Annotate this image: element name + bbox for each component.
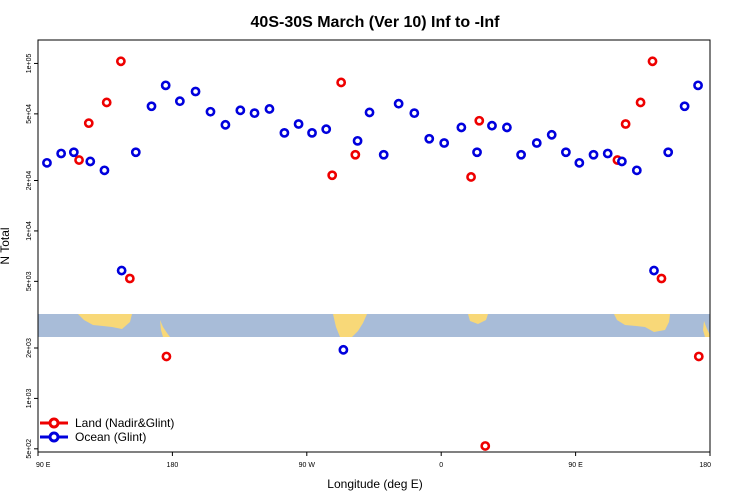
ocean-point-9 bbox=[174, 96, 185, 107]
ocean-point-39 bbox=[616, 156, 627, 167]
legend-label-ocean: Ocean (Glint) bbox=[75, 430, 146, 444]
ocean-point-26 bbox=[424, 133, 435, 144]
ocean-point-14 bbox=[249, 108, 260, 119]
x-tick-label-3: 0 bbox=[439, 462, 443, 469]
ocean-point-3 bbox=[85, 156, 96, 167]
ocean-point-42 bbox=[663, 147, 674, 158]
ocean-point-20 bbox=[338, 344, 349, 355]
y-tick-label-6: 5e+04 bbox=[26, 104, 33, 124]
ocean-point-8 bbox=[160, 80, 171, 91]
ocean-point-23 bbox=[378, 149, 389, 160]
ocean-point-40 bbox=[631, 165, 642, 176]
legend-marker-ocean bbox=[48, 431, 60, 443]
land-point-7 bbox=[336, 77, 347, 88]
ocean-point-18 bbox=[307, 127, 317, 138]
x-axis-label: Longitude (deg E) bbox=[327, 477, 422, 491]
land-point-17 bbox=[693, 351, 704, 362]
ocean-point-7 bbox=[146, 101, 157, 112]
land-point-15 bbox=[647, 56, 658, 67]
land-shape-3 bbox=[468, 314, 488, 324]
land-shape-2 bbox=[333, 314, 367, 337]
ocean-point-33 bbox=[531, 138, 542, 148]
ocean-point-25 bbox=[409, 108, 420, 119]
land-point-11 bbox=[480, 441, 491, 451]
x-tick-label-0: 90 E bbox=[36, 462, 51, 469]
ocean-point-6 bbox=[130, 147, 141, 158]
ocean-point-44 bbox=[693, 80, 703, 91]
land-point-10 bbox=[474, 115, 485, 126]
y-axis-ticks: 5e+02 1e+03 2e+03 5e+03 1e+04 2e+04 5e+04 1e+05 bbox=[26, 54, 38, 459]
ocean-point-13 bbox=[235, 105, 246, 116]
ocean-point-4 bbox=[99, 165, 110, 176]
world-map-strip bbox=[38, 314, 710, 337]
y-tick-label-4: 1e+04 bbox=[26, 221, 33, 241]
ocean-point-43 bbox=[679, 101, 690, 112]
legend: Land (Nadir&Glint) Ocean (Glint) bbox=[40, 416, 174, 444]
land-point-3 bbox=[115, 56, 126, 67]
x-axis-ticks: 90 E 180 90 W 0 90 E 180 bbox=[36, 452, 711, 469]
ocean-point-38 bbox=[602, 148, 613, 159]
ocean-point-24 bbox=[393, 98, 404, 109]
land-point-2 bbox=[101, 97, 112, 108]
y-tick-label-2: 2e+03 bbox=[26, 338, 33, 358]
x-tick-label-1: 180 bbox=[167, 462, 179, 469]
land-point-8 bbox=[350, 149, 361, 160]
ocean-point-17 bbox=[293, 119, 304, 129]
y-tick-label-3: 5e+03 bbox=[26, 271, 33, 291]
ocean-point-37 bbox=[588, 149, 599, 160]
legend-label-land: Land (Nadir&Glint) bbox=[75, 416, 174, 430]
ocean-point-36 bbox=[574, 157, 585, 168]
y-tick-label-5: 2e+04 bbox=[26, 171, 33, 191]
ocean-point-27 bbox=[439, 138, 450, 148]
ocean-point-30 bbox=[487, 120, 497, 131]
ocean-point-28 bbox=[456, 122, 467, 133]
ocean-point-12 bbox=[220, 119, 231, 130]
ocean-point-11 bbox=[205, 106, 216, 117]
land-point-6 bbox=[327, 170, 338, 181]
legend-entry-ocean: Ocean (Glint) bbox=[40, 430, 146, 444]
land-shape-4 bbox=[614, 314, 670, 332]
plot-frame bbox=[37, 39, 711, 453]
ocean-point-34 bbox=[546, 129, 557, 140]
y-tick-label-0: 5e+02 bbox=[26, 439, 33, 459]
chart-title: 40S-30S March (Ver 10) Inf to -Inf bbox=[251, 14, 501, 31]
ocean-point-10 bbox=[190, 86, 201, 97]
land-shape-0 bbox=[78, 314, 132, 329]
legend-entry-land: Land (Nadir&Glint) bbox=[40, 416, 174, 430]
data-points bbox=[42, 56, 704, 451]
land-point-5 bbox=[161, 351, 172, 362]
land-point-16 bbox=[656, 273, 667, 284]
x-tick-label-5: 180 bbox=[699, 462, 711, 469]
ocean-point-31 bbox=[502, 122, 512, 133]
ocean-point-32 bbox=[516, 149, 526, 160]
land-point-9 bbox=[466, 172, 476, 182]
x-tick-label-2: 90 W bbox=[299, 462, 316, 469]
ocean-point-22 bbox=[364, 107, 375, 118]
ocean-point-15 bbox=[264, 104, 275, 114]
ocean-point-19 bbox=[321, 124, 332, 135]
y-axis-label: N Total bbox=[0, 227, 12, 264]
land-point-1 bbox=[83, 118, 94, 129]
ocean-point-16 bbox=[279, 127, 290, 138]
land-point-13 bbox=[620, 119, 631, 129]
ocean-point-5 bbox=[116, 265, 127, 276]
ocean-band bbox=[38, 314, 710, 337]
y-tick-label-1: 1e+03 bbox=[26, 388, 33, 408]
ocean-point-21 bbox=[352, 135, 363, 146]
ocean-point-41 bbox=[649, 265, 659, 276]
ocean-point-1 bbox=[56, 148, 67, 159]
land-point-14 bbox=[635, 97, 646, 108]
land-shape-1 bbox=[160, 320, 170, 337]
land-point-0 bbox=[74, 155, 84, 165]
land-point-4 bbox=[124, 273, 135, 284]
ocean-point-2 bbox=[68, 147, 79, 158]
land-shape-5 bbox=[703, 321, 710, 337]
y-tick-label-7: 1e+05 bbox=[26, 54, 33, 74]
ocean-point-35 bbox=[560, 147, 571, 158]
ocean-point-29 bbox=[472, 147, 482, 158]
ocean-point-0 bbox=[42, 157, 52, 168]
legend-marker-land bbox=[48, 417, 60, 429]
x-tick-label-4: 90 E bbox=[568, 462, 583, 469]
